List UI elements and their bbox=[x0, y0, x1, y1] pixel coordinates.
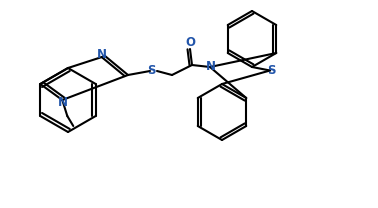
Text: S: S bbox=[147, 63, 155, 77]
Text: N: N bbox=[58, 95, 68, 109]
Text: O: O bbox=[185, 36, 195, 48]
Text: S: S bbox=[267, 64, 275, 77]
Text: N: N bbox=[97, 48, 107, 62]
Text: N: N bbox=[206, 59, 216, 73]
